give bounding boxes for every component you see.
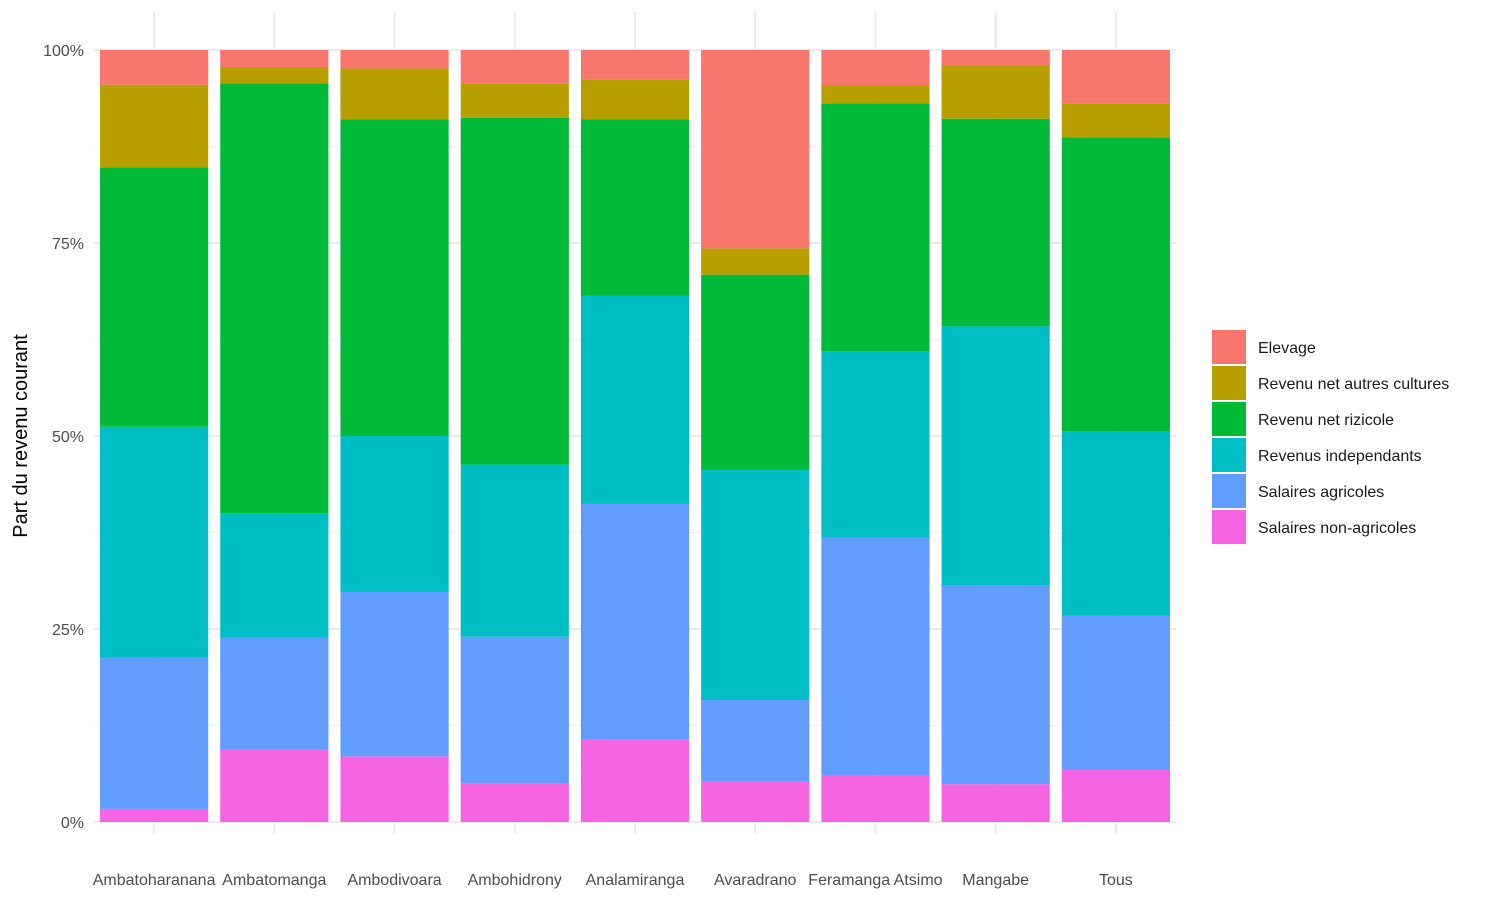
bar-segment	[821, 103, 930, 352]
bar-segment	[220, 50, 329, 67]
bar-segment	[701, 781, 810, 822]
bar-segment	[460, 464, 569, 637]
x-tick-label: Analamiranga	[586, 872, 685, 889]
bar-segment	[941, 50, 1050, 66]
bars	[100, 50, 1170, 822]
bar-segment	[100, 657, 209, 809]
bar-segment	[340, 756, 449, 822]
x-tick-label: Ambatomanga	[222, 872, 326, 889]
bar-segment	[460, 83, 569, 118]
bar-segment	[340, 436, 449, 592]
bar-segment	[821, 85, 930, 104]
y-tick-label: 100%	[43, 43, 84, 60]
bar-segment	[220, 66, 329, 84]
legend-item: Revenu net autres cultures	[1212, 366, 1449, 400]
bar-segment	[580, 739, 690, 822]
legend-label: Salaires agricoles	[1258, 484, 1384, 501]
legend-label: Revenu net rizicole	[1258, 412, 1394, 429]
bar-segment	[100, 426, 209, 658]
bar-segment	[220, 749, 329, 822]
legend-swatch	[1212, 330, 1246, 364]
bar-segment	[340, 591, 449, 757]
bar-segment	[460, 117, 569, 465]
x-tick-label: Mangabe	[962, 872, 1029, 889]
bar-segment	[460, 50, 569, 84]
bar-segment	[1061, 137, 1170, 432]
bar-segment	[1061, 769, 1170, 822]
legend-label: Revenus independants	[1258, 448, 1422, 465]
bar-segment	[701, 50, 810, 249]
legend-swatch	[1212, 438, 1246, 472]
bar-segment	[941, 784, 1050, 822]
bar-segment	[340, 50, 449, 69]
bar-segment	[220, 637, 329, 750]
legend-item: Elevage	[1212, 330, 1316, 364]
legend-item: Revenus independants	[1212, 438, 1422, 472]
bar-segment	[701, 274, 810, 470]
x-tick-label: Ambohidrony	[468, 872, 562, 889]
bar-segment	[100, 84, 209, 168]
bar-segment	[460, 783, 569, 822]
bar-segment	[220, 83, 329, 514]
bar-segment	[821, 50, 930, 86]
legend-swatch	[1212, 474, 1246, 508]
bar-segment	[941, 584, 1050, 785]
bar-segment	[460, 636, 569, 784]
legend: Elevage Revenu net autres cultures Revenu …	[1212, 330, 1449, 544]
bar-segment	[340, 119, 449, 436]
y-axis: 0% 25% 50% 75% 100%	[43, 43, 84, 832]
bar-segment	[580, 50, 690, 80]
bar-segment	[821, 351, 930, 538]
y-tick-label: 75%	[52, 236, 84, 253]
bar-segment	[220, 513, 329, 638]
legend-label: Salaires non-agricoles	[1258, 520, 1416, 537]
legend-item: Salaires non-agricoles	[1212, 510, 1416, 544]
bar-segment	[1061, 615, 1170, 770]
bar-segment	[100, 808, 209, 822]
legend-item: Salaires agricoles	[1212, 474, 1384, 508]
bar-segment	[941, 118, 1050, 327]
bar-segment	[1061, 103, 1170, 138]
bar-segment	[580, 503, 690, 740]
bar-segment	[821, 537, 930, 776]
x-tick-label: Avaradrano	[714, 872, 797, 889]
y-axis-title: Part du revenu courant	[10, 334, 32, 538]
bar-segment	[340, 68, 449, 120]
bar-segment	[1061, 50, 1170, 104]
legend-item: Revenu net rizicole	[1212, 402, 1394, 436]
bar-segment	[1061, 431, 1170, 616]
bar-segment	[701, 469, 810, 701]
bar-segment	[580, 295, 690, 504]
bar-segment	[701, 700, 810, 782]
x-axis: Ambatoharanana Ambatomanga Ambodivoara Ambo…	[93, 872, 1133, 889]
bar-segment	[821, 775, 930, 822]
x-tick-label: Feramanga Atsimo	[808, 872, 942, 889]
legend-swatch	[1212, 366, 1246, 400]
legend-swatch	[1212, 510, 1246, 544]
y-tick-label: 50%	[52, 429, 84, 446]
bar-segment	[100, 50, 209, 85]
bar-segment	[941, 326, 1050, 585]
legend-label: Revenu net autres cultures	[1258, 376, 1449, 393]
y-tick-label: 0%	[61, 815, 84, 832]
y-tick-label: 25%	[52, 622, 84, 639]
legend-swatch	[1212, 402, 1246, 436]
bar-segment	[580, 119, 690, 296]
x-tick-label: Ambatoharanana	[93, 872, 216, 889]
x-tick-label: Tous	[1099, 872, 1133, 889]
bar-segment	[941, 65, 1050, 119]
x-tick-label: Ambodivoara	[347, 872, 441, 889]
bar-segment	[701, 248, 810, 275]
legend-label: Elevage	[1258, 340, 1316, 357]
bar-segment	[580, 79, 690, 120]
bar-segment	[100, 167, 209, 427]
